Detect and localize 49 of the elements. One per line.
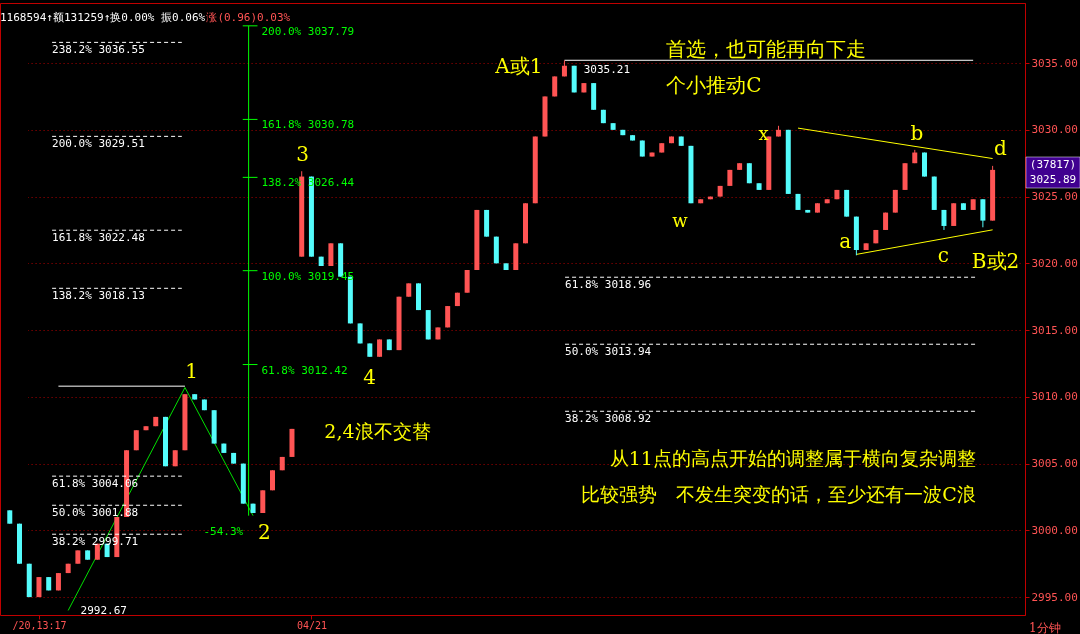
y-tick-label: 3000.00 [1031, 523, 1078, 537]
y-tick-label: 3005.00 [1031, 457, 1078, 471]
annotation: 从11点的高点开始的调整属于横向复杂调整 [609, 447, 976, 469]
ref-line-label: 200.0% 3037.79 [261, 24, 355, 38]
annotation: B或2 [971, 249, 1020, 274]
text: (37817) [1029, 158, 1077, 171]
y-tick-label: 3010.00 [1031, 390, 1078, 404]
annotation: a [839, 229, 852, 253]
candlestick [951, 202, 957, 227]
text: 3025.89 [1029, 173, 1077, 186]
annotation: 个小推动C [666, 73, 762, 97]
text: 1分钟 [1029, 621, 1061, 634]
candlestick [464, 269, 470, 294]
ref-line-label: 200.0% 3029.51 [52, 137, 145, 151]
annotation: 4 [363, 365, 376, 389]
annotation: 比较强势 不发生突变的话，至少还有一波C浪 [581, 483, 976, 505]
annotation: A或1 [494, 54, 543, 78]
annotation: 3035.21 [583, 63, 631, 76]
annotation: 1 [185, 359, 198, 383]
y-tick-label: 3020.00 [1031, 256, 1078, 270]
x-tick-label: /20,13:17 [12, 619, 67, 631]
annotation: 3 [296, 142, 310, 167]
ref-line-label: 138.2% 3018.13 [52, 289, 145, 303]
y-tick-label: 3035.00 [1031, 56, 1078, 70]
y-tick-label: 3015.00 [1031, 323, 1078, 337]
ref-line-label: 61.8% 3012.42 [261, 363, 348, 377]
annotation: 1168594↑额131259↑换0.00% 振0.06% [0, 11, 206, 24]
candlestick [980, 198, 986, 228]
annotation: -54.3% [203, 525, 244, 538]
annotation: c [937, 242, 950, 267]
annotation: w [672, 210, 689, 231]
y-tick-label: 3025.00 [1031, 190, 1078, 204]
y-tick-label: 2995.00 [1031, 590, 1078, 604]
ref-line-label: 161.8% 3022.48 [52, 231, 145, 245]
ref-line-label: 238.2% 3036.55 [52, 43, 145, 57]
annotation: 涨(0.96)0.03% [206, 11, 291, 24]
ref-line-label: 38.2% 3008.92 [565, 412, 652, 426]
annotation: x [758, 123, 769, 144]
x-tick-label: 04/21 [296, 619, 327, 631]
ref-line-label: 50.0% 3013.94 [565, 345, 652, 359]
ref-line-label: 61.8% 3018.96 [565, 278, 652, 292]
annotation: 2 [257, 519, 271, 544]
annotation: d [994, 136, 1008, 160]
annotation: b [910, 120, 924, 145]
y-tick-label: 3030.00 [1031, 123, 1078, 137]
annotation: 首选，也可能再向下走 [666, 37, 867, 61]
ref-line-label: 161.8% 3030.78 [261, 118, 355, 132]
annotation: 2992.67 [80, 604, 127, 617]
annotation: 2,4浪不交替 [324, 420, 431, 442]
